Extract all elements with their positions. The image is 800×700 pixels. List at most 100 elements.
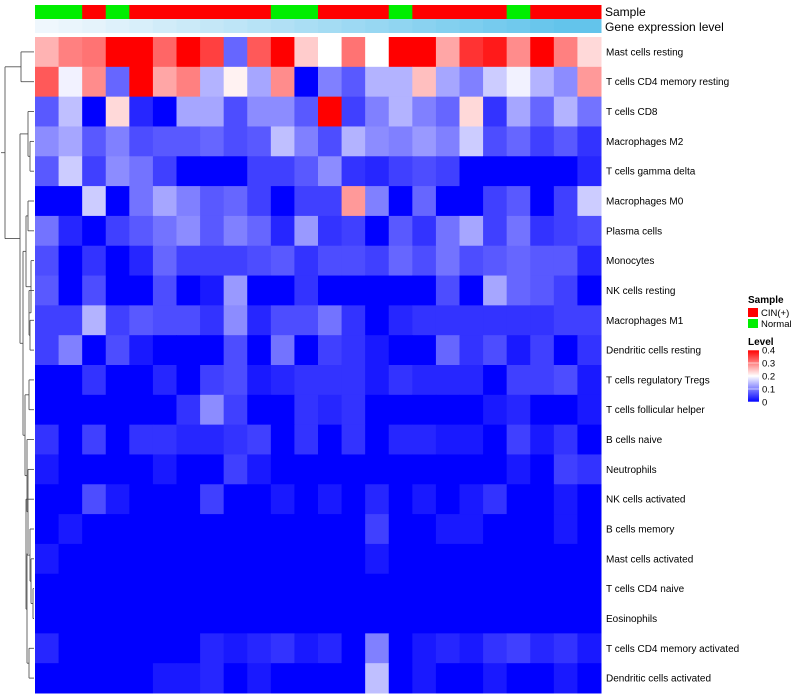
heatmap-cell xyxy=(200,126,225,157)
heatmap-cell xyxy=(247,96,272,127)
heatmap-cell xyxy=(294,96,319,127)
sample-annotation-cell xyxy=(388,5,413,19)
heatmap-cell xyxy=(270,454,295,485)
heatmap-cell xyxy=(341,215,366,247)
heatmap-cell xyxy=(200,305,225,336)
heatmap-cell xyxy=(247,424,272,455)
heatmap-cell xyxy=(200,156,225,187)
heatmap-cell xyxy=(200,543,225,575)
heatmap-cell xyxy=(35,484,60,515)
heatmap-cell xyxy=(577,96,602,127)
heatmap-cell xyxy=(459,663,484,694)
heatmap-cell xyxy=(82,424,107,455)
heatmap-cell xyxy=(553,66,578,98)
heatmap-cell xyxy=(200,514,225,545)
heatmap-cell xyxy=(435,275,460,306)
heatmap-cell xyxy=(459,543,484,575)
heatmap-cell xyxy=(459,603,484,634)
heatmap-cell xyxy=(388,454,413,485)
heatmap-cell xyxy=(35,156,60,187)
heatmap-cell xyxy=(247,484,272,515)
heatmap-cell xyxy=(223,514,248,545)
heatmap-cell xyxy=(412,37,437,68)
heatmap-cell xyxy=(506,66,531,98)
heatmap-cell xyxy=(341,305,366,336)
heatmap-cell xyxy=(129,365,154,396)
heatmap-cell xyxy=(506,543,531,575)
heatmap-cell xyxy=(483,573,508,605)
heatmap-cell xyxy=(388,633,413,664)
heatmap-cell xyxy=(35,275,60,306)
heatmap-cell xyxy=(82,484,107,515)
heatmap-cell xyxy=(129,663,154,694)
heatmap-cell xyxy=(247,543,272,575)
row-label: T cells CD4 memory activated xyxy=(606,644,739,655)
heatmap-cell xyxy=(459,394,484,426)
heatmap-cell xyxy=(223,484,248,515)
expression-annotation-cell xyxy=(200,19,225,33)
expression-annotation-cell xyxy=(82,19,107,33)
heatmap-cell xyxy=(58,454,83,485)
heatmap-cell xyxy=(294,514,319,545)
heatmap-cell xyxy=(200,394,225,426)
heatmap-cell xyxy=(105,96,130,127)
heatmap-cell xyxy=(176,484,201,515)
heatmap-cell xyxy=(129,454,154,485)
heatmap-cell xyxy=(506,126,531,157)
heatmap-cell xyxy=(82,156,107,187)
heatmap-cell xyxy=(530,365,555,396)
legend-label-cin: CIN(+) xyxy=(761,308,789,319)
heatmap-cell xyxy=(105,335,130,366)
heatmap-cell xyxy=(294,275,319,306)
heatmap-cell xyxy=(341,335,366,366)
heatmap-cell xyxy=(365,245,390,277)
heatmap-cell xyxy=(459,424,484,455)
heatmap-cell xyxy=(200,484,225,515)
heatmap-cell xyxy=(459,156,484,187)
heatmap-cell xyxy=(365,484,390,515)
heatmap-cell xyxy=(318,96,343,127)
heatmap-cell xyxy=(483,633,508,664)
heatmap-cell xyxy=(388,66,413,98)
heatmap-cell xyxy=(318,335,343,366)
heatmap-cell xyxy=(247,305,272,336)
heatmap-cell xyxy=(506,514,531,545)
heatmap-cell xyxy=(483,186,508,217)
expression-annotation-cell xyxy=(553,19,578,33)
heatmap-cell xyxy=(129,603,154,634)
heatmap-cell xyxy=(506,305,531,336)
heatmap-cell xyxy=(318,633,343,664)
heatmap-cell xyxy=(270,514,295,545)
heatmap-cell xyxy=(483,514,508,545)
heatmap-cell xyxy=(200,186,225,217)
heatmap-cell xyxy=(412,275,437,306)
heatmap-cell xyxy=(506,394,531,426)
heatmap-cell xyxy=(129,186,154,217)
heatmap-cell xyxy=(318,186,343,217)
heatmap-cell xyxy=(553,215,578,247)
heatmap-cell xyxy=(318,245,343,277)
heatmap-cell xyxy=(82,245,107,277)
heatmap-cell xyxy=(35,514,60,545)
heatmap-cell xyxy=(223,454,248,485)
heatmap-cell xyxy=(176,454,201,485)
heatmap-cell xyxy=(58,543,83,575)
heatmap-cell xyxy=(341,424,366,455)
heatmap-cell xyxy=(553,543,578,575)
heatmap-cell xyxy=(35,633,60,664)
row-label: T cells CD4 memory resting xyxy=(606,77,729,88)
heatmap-cells xyxy=(35,37,602,694)
row-label: NK cells activated xyxy=(606,495,685,506)
heatmap-cell xyxy=(412,335,437,366)
heatmap-cell xyxy=(58,514,83,545)
heatmap-cell xyxy=(577,454,602,485)
heatmap-cell xyxy=(341,543,366,575)
heatmap-cell xyxy=(365,514,390,545)
level-legend-title: Level xyxy=(748,337,774,348)
heatmap-cell xyxy=(577,275,602,306)
heatmap-cell xyxy=(365,603,390,634)
heatmap-cell xyxy=(294,484,319,515)
heatmap-cell xyxy=(577,66,602,98)
heatmap-cell xyxy=(435,245,460,277)
heatmap-cell xyxy=(129,215,154,247)
